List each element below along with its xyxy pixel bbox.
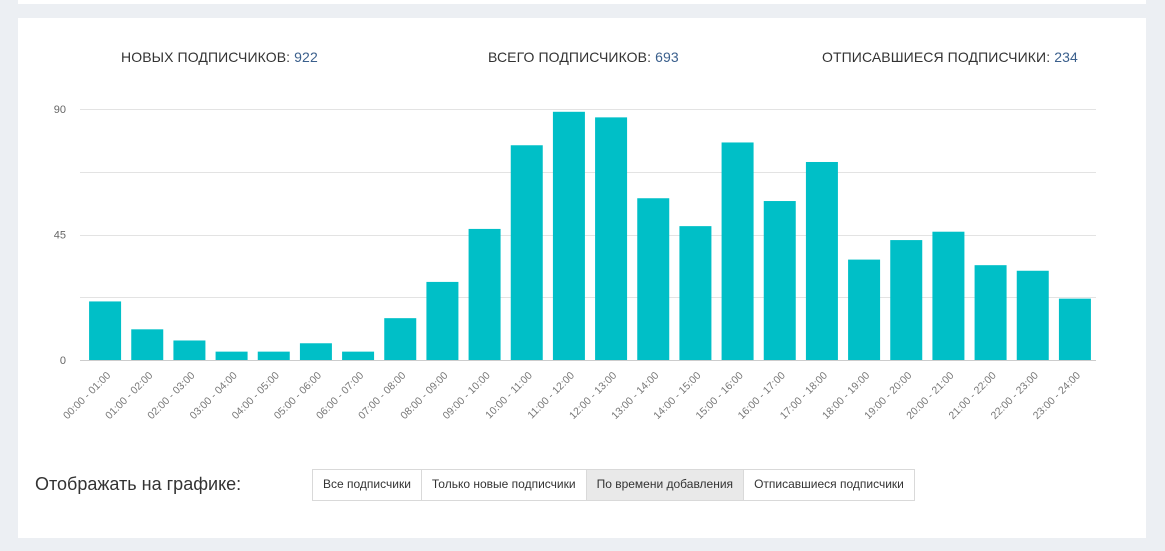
bar [974, 265, 1007, 360]
unsubscribed-value: 234 [1054, 49, 1078, 65]
bar [721, 142, 754, 360]
bar [299, 343, 332, 360]
bar [131, 329, 164, 360]
bar [848, 259, 881, 360]
chart-card: НОВЫХ ПОДПИСЧИКОВ: 922 ВСЕГО ПОДПИСЧИКОВ… [18, 18, 1146, 538]
total-subscribers-label: ВСЕГО ПОДПИСЧИКОВ: [488, 49, 652, 65]
bar [257, 351, 290, 360]
display-option-button-1[interactable]: Только новые подписчики [421, 470, 587, 500]
bar [552, 111, 585, 361]
bar [89, 301, 122, 360]
unsubscribed-label: ОТПИСАВШИЕСЯ ПОДПИСЧИКИ: [822, 49, 1051, 65]
bar [426, 281, 459, 360]
display-option-button-3[interactable]: Отписавшиеся подписчики [744, 470, 914, 500]
bar [890, 240, 923, 360]
total-subscribers-value: 693 [655, 49, 679, 65]
bar [679, 226, 712, 360]
bar [468, 228, 501, 360]
bar [384, 318, 417, 360]
y-tick-label: 45 [54, 230, 66, 242]
new-subscribers-stat: НОВЫХ ПОДПИСЧИКОВ: 922 [121, 49, 318, 65]
bar [805, 161, 838, 360]
display-on-chart-label: Отображать на графике: [35, 474, 242, 494]
bar [510, 145, 543, 360]
new-subscribers-label: НОВЫХ ПОДПИСЧИКОВ: [121, 49, 291, 65]
bar [637, 198, 670, 360]
bar [932, 231, 965, 360]
bar [763, 201, 796, 360]
y-tick-label: 90 [54, 104, 66, 116]
display-option-button-2[interactable]: По времени добавления [586, 470, 745, 500]
bar [1016, 270, 1049, 360]
new-subscribers-value: 922 [294, 49, 318, 65]
bar [342, 351, 375, 360]
bar [215, 351, 248, 360]
total-subscribers-stat: ВСЕГО ПОДПИСЧИКОВ: 693 [488, 49, 679, 65]
y-tick-label: 0 [60, 355, 66, 367]
display-mode-button-group: Все подписчики Только новые подписчики По … [312, 469, 915, 501]
unsubscribed-stat: ОТПИСАВШИЕСЯ ПОДПИСЧИКИ: 234 [822, 49, 1078, 65]
bar [595, 117, 628, 360]
display-option-button-0[interactable]: Все подписчики [313, 470, 422, 500]
bar [173, 340, 206, 360]
top-card-edge [18, 0, 1146, 4]
bar [1058, 298, 1091, 360]
